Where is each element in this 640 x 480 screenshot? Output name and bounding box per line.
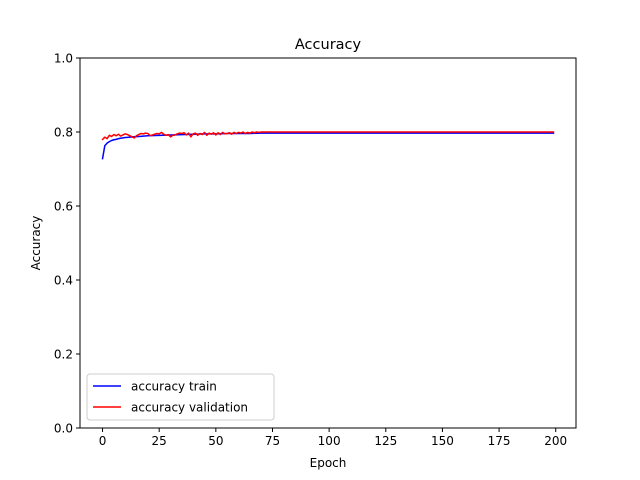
x-tick-label: 0 xyxy=(99,434,107,448)
x-tick-label: 100 xyxy=(318,434,341,448)
x-axis-label: Epoch xyxy=(310,456,347,470)
x-tick-label: 25 xyxy=(152,434,167,448)
chart-title: Accuracy xyxy=(295,37,362,53)
x-tick-label: 200 xyxy=(544,434,567,448)
legend-label-train: accuracy train xyxy=(131,380,217,394)
y-tick-label: 0.2 xyxy=(54,348,73,362)
x-tick-label: 75 xyxy=(265,434,280,448)
ticks-layer: 0 25 50 75 100 125 150 175 200 0.0 0.2 0.4 0.6 0.8 1.0 xyxy=(54,52,567,449)
series-line-accuracy-validation xyxy=(101,131,555,141)
y-tick-label: 0.8 xyxy=(54,126,73,140)
x-tick-label: 150 xyxy=(431,434,454,448)
y-axis-label: Accuracy xyxy=(29,216,43,271)
x-tick-label: 50 xyxy=(208,434,223,448)
legend-box xyxy=(86,373,275,421)
y-tick-label: 0.0 xyxy=(54,422,73,436)
x-tick-label: 175 xyxy=(488,434,511,448)
y-tick-label: 1.0 xyxy=(54,52,73,66)
plot-area-frame xyxy=(79,57,577,429)
series-layer xyxy=(101,131,555,160)
legend-label-validation: accuracy validation xyxy=(131,401,248,415)
y-tick-label: 0.6 xyxy=(54,200,73,214)
x-tick-label: 125 xyxy=(374,434,397,448)
y-tick-label: 0.4 xyxy=(54,274,73,288)
legend: accuracy train accuracy validation xyxy=(86,373,275,421)
